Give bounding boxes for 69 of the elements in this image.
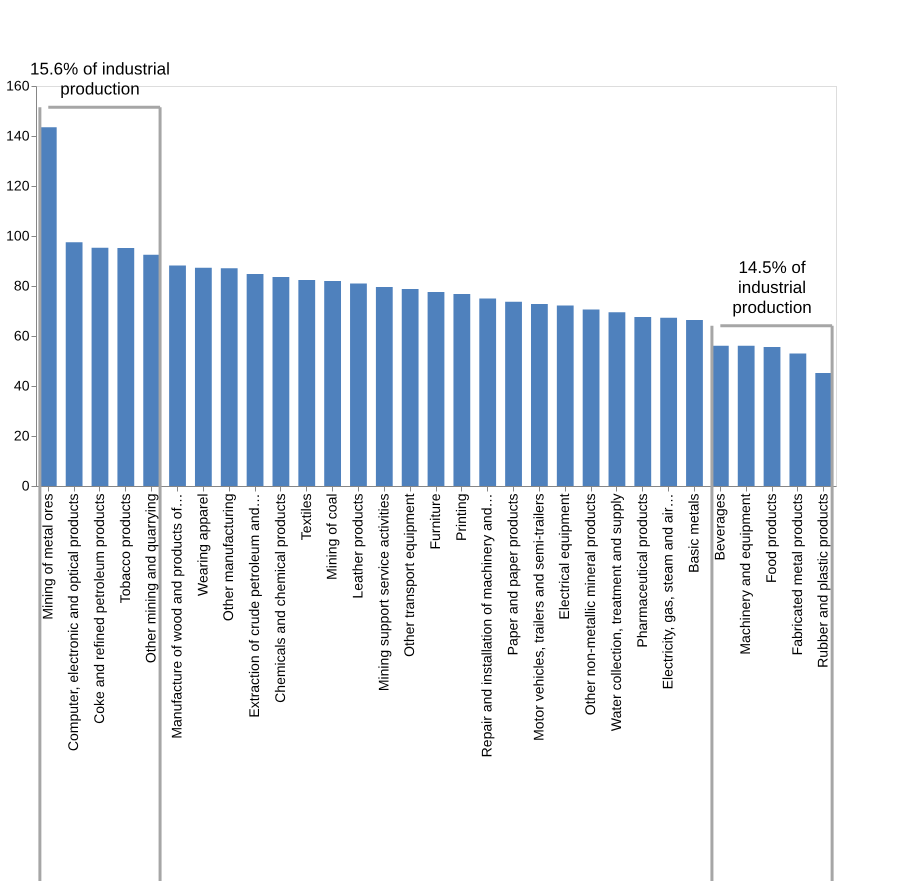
- annotation: 15.6% of industrial production: [30, 59, 170, 98]
- bar: [582, 310, 600, 486]
- y-tick-label: 60: [14, 328, 30, 344]
- x-tick-label: Electrical equipment: [556, 493, 572, 620]
- y-tick-label: 160: [6, 78, 30, 94]
- y-tick-label: 140: [6, 128, 30, 144]
- x-tick-label: Manufacture of wood and products of…: [168, 494, 185, 739]
- x-tick-label: Computer, electronic and optical products: [65, 494, 82, 752]
- x-tick-label: Other non-metallic mineral products: [582, 494, 598, 716]
- bar: [272, 277, 290, 486]
- bar: [220, 268, 238, 486]
- x-tick-label: Water collection, treatment and supply: [608, 494, 624, 732]
- y-tick-label: 120: [6, 178, 30, 194]
- x-tick-label: Motor vehicles, trailers and semi-trailers: [530, 494, 546, 741]
- x-tick-label: Coke and refined petroleum products: [90, 494, 107, 724]
- bar: [764, 347, 780, 486]
- annotation: 14.5% of industrial production: [732, 258, 812, 317]
- bar: [350, 284, 367, 486]
- bar: [608, 312, 626, 486]
- x-tick-label: Food products: [763, 494, 780, 583]
- bar: [686, 320, 703, 486]
- bar: [453, 294, 470, 486]
- x-tick-label: Leather products: [349, 494, 366, 599]
- bar: [376, 287, 393, 486]
- y-tick-label: 0: [22, 478, 30, 494]
- x-tick-label: Textiles: [298, 494, 314, 540]
- x-tick-label: Mining support service activities: [375, 494, 392, 692]
- bar: [479, 298, 496, 486]
- x-tick-label: Other manufacturing: [220, 494, 236, 622]
- bar: [66, 242, 83, 486]
- x-tick-label: Extraction of crude petroleum and…: [246, 494, 262, 718]
- x-tick-label: Printing: [452, 494, 469, 541]
- y-tick-label: 100: [6, 228, 30, 244]
- bar: [169, 266, 186, 486]
- x-tick-label: Chemicals and chemical products: [272, 494, 288, 703]
- x-tick-label: Fabricated metal products: [788, 494, 805, 656]
- x-tick-label: Tobacco products: [116, 494, 133, 604]
- bar: [324, 281, 342, 486]
- bar: [556, 306, 574, 486]
- x-tick-label: Wearing apparel: [194, 494, 210, 596]
- x-tick-label: Other mining and quarrying: [142, 494, 159, 664]
- x-tick-label: Other transport equipment: [401, 493, 418, 657]
- x-tick-label: Paper and paper products: [504, 494, 521, 656]
- x-tick-label: Electricity, gas, steam and air…: [660, 494, 676, 690]
- bar: [505, 302, 522, 486]
- y-tick-label: 80: [14, 278, 30, 294]
- y-tick-label: 40: [14, 378, 30, 394]
- x-tick-label: Basic metals: [685, 494, 702, 573]
- x-tick-label: Beverages: [711, 494, 728, 560]
- bar: [634, 317, 652, 486]
- bar: [660, 318, 678, 486]
- bar: [298, 280, 316, 486]
- bar: [246, 274, 264, 486]
- bar: [738, 346, 755, 486]
- bar: [194, 268, 212, 486]
- x-tick-label: Furniture: [427, 493, 443, 550]
- bar: [92, 248, 108, 486]
- bar: [789, 354, 806, 486]
- bar: [428, 292, 444, 486]
- x-tick-label: Rubber and plastic products: [814, 494, 831, 668]
- bar: [117, 248, 134, 486]
- bar: [402, 289, 419, 486]
- bar: [530, 304, 548, 486]
- x-tick-label: Mining of coal: [324, 494, 340, 580]
- x-tick-label: Machinery and equipment: [737, 493, 754, 655]
- y-tick-label: 20: [14, 428, 30, 444]
- x-tick-label: Pharmaceutical products: [634, 494, 650, 648]
- x-tick-label: Repair and installation of machinery and…: [478, 494, 495, 758]
- x-tick-label: Mining of metal ores: [39, 494, 56, 620]
